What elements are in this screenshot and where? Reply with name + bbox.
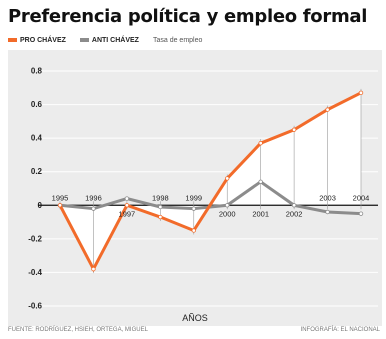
- x-tick-label: 2004: [353, 193, 370, 202]
- data-point-anti-chavez: [191, 206, 196, 211]
- data-point-pro-chavez: [358, 90, 364, 96]
- legend-label-pro: PRO CHÁVEZ: [20, 36, 66, 44]
- x-axis-label: AÑOS: [182, 313, 208, 323]
- data-point-pro-chavez: [258, 140, 263, 146]
- data-point-anti-chavez: [358, 211, 364, 216]
- y-tick-label: 0.4: [31, 134, 43, 143]
- x-tick-label: 1995: [52, 193, 69, 202]
- data-point-pro-chavez: [57, 203, 63, 208]
- data-point-anti-chavez: [158, 204, 163, 210]
- legend-label-anti: ANTI CHÁVEZ: [91, 36, 139, 44]
- x-tick-label: 1998: [152, 193, 169, 202]
- y-tick-label: 0.6: [31, 100, 43, 109]
- x-tick-label: 2001: [252, 209, 269, 218]
- data-point-pro-chavez: [191, 228, 196, 233]
- series-line-pro-chavez: [58, 91, 362, 273]
- x-tick-label: 1999: [185, 193, 202, 202]
- legend-swatch-pro: [8, 38, 17, 42]
- legend-note: Tasa de empleo: [152, 36, 203, 44]
- legend-item-anti: ANTI CHÁVEZ: [79, 36, 139, 44]
- data-point-pro-chavez: [91, 266, 96, 272]
- data-point-anti-chavez: [325, 209, 330, 215]
- data-point-anti-chavez: [258, 179, 263, 184]
- chart-title: Preferencia política y empleo formal: [8, 6, 368, 27]
- pro-area-fill: [60, 92, 361, 270]
- footer-credit: INFOGRAFÍA: EL NACIONAL: [300, 327, 380, 333]
- data-point-pro-chavez: [325, 107, 330, 112]
- x-tick-label: 1996: [85, 193, 102, 202]
- legend-item-pro: PRO CHÁVEZ: [8, 37, 66, 44]
- x-tick-label: 2003: [319, 193, 336, 202]
- y-tick-label: -0.2: [28, 234, 42, 243]
- y-tick-label: 0.8: [31, 67, 43, 76]
- legend: PRO CHÁVEZ ANTI CHÁVEZ Tasa de empleo: [8, 34, 202, 46]
- data-point-pro-chavez: [291, 127, 297, 132]
- data-point-pro-chavez: [225, 176, 230, 181]
- data-point-anti-chavez: [291, 203, 297, 208]
- x-tick-label: 2000: [219, 209, 236, 218]
- footer-source: FUENTE: RODRÍGUEZ, HSIEH, ORTEGA, MIGUEL: [8, 327, 148, 333]
- x-tick-label: 2002: [286, 209, 303, 218]
- legend-swatch-anti: [79, 38, 89, 42]
- data-point-pro-chavez: [124, 203, 130, 208]
- data-point-anti-chavez: [124, 196, 130, 201]
- y-tick-label: -0.4: [28, 268, 42, 277]
- x-tick-label: 1997: [119, 209, 136, 218]
- data-point-anti-chavez: [225, 203, 230, 208]
- data-point-anti-chavez: [91, 206, 96, 211]
- data-point-pro-chavez: [158, 214, 163, 220]
- y-tick-label: -0.6: [28, 302, 42, 311]
- y-tick-label: 0.2: [31, 167, 43, 176]
